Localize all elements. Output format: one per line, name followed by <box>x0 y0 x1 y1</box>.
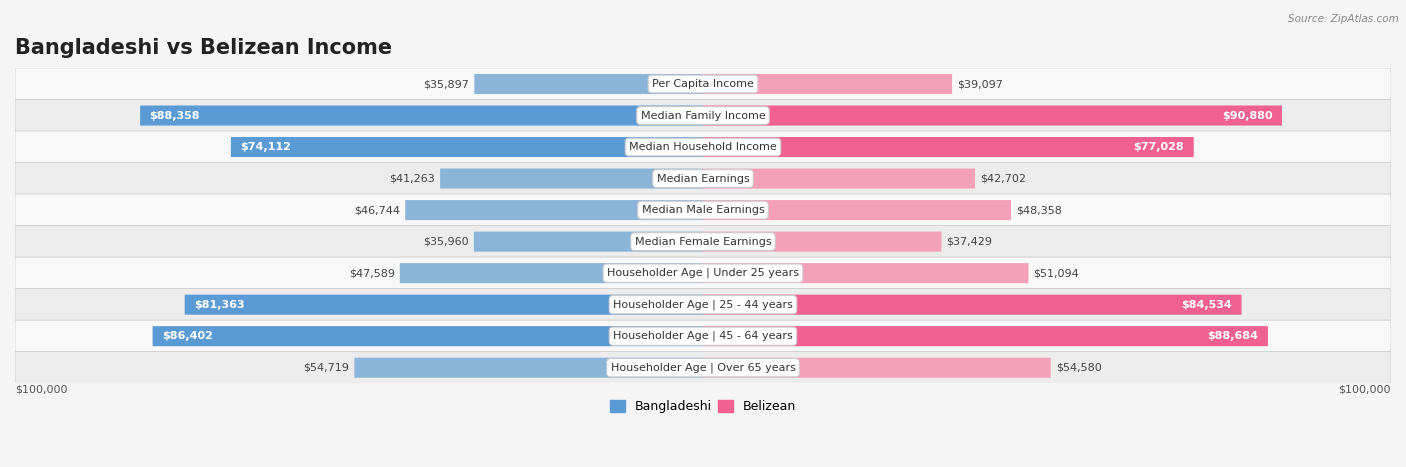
FancyBboxPatch shape <box>474 74 703 94</box>
Text: $77,028: $77,028 <box>1133 142 1184 152</box>
Text: $84,534: $84,534 <box>1181 300 1232 310</box>
FancyBboxPatch shape <box>15 257 1391 289</box>
Text: $48,358: $48,358 <box>1017 205 1062 215</box>
FancyBboxPatch shape <box>703 263 1028 283</box>
FancyBboxPatch shape <box>703 74 952 94</box>
FancyBboxPatch shape <box>703 169 974 189</box>
Text: Householder Age | Under 25 years: Householder Age | Under 25 years <box>607 268 799 278</box>
Text: $81,363: $81,363 <box>194 300 245 310</box>
FancyBboxPatch shape <box>703 358 1050 378</box>
Text: $51,094: $51,094 <box>1033 268 1080 278</box>
Text: $54,580: $54,580 <box>1056 363 1101 373</box>
Text: $90,880: $90,880 <box>1222 111 1272 120</box>
Text: $46,744: $46,744 <box>354 205 401 215</box>
Text: Per Capita Income: Per Capita Income <box>652 79 754 89</box>
FancyBboxPatch shape <box>440 169 703 189</box>
FancyBboxPatch shape <box>15 226 1391 258</box>
FancyBboxPatch shape <box>231 137 703 157</box>
Text: $35,960: $35,960 <box>423 237 468 247</box>
Text: $39,097: $39,097 <box>957 79 1002 89</box>
FancyBboxPatch shape <box>15 68 1391 100</box>
FancyBboxPatch shape <box>703 295 1241 315</box>
Text: $100,000: $100,000 <box>1339 384 1391 394</box>
Text: Median Family Income: Median Family Income <box>641 111 765 120</box>
FancyBboxPatch shape <box>354 358 703 378</box>
FancyBboxPatch shape <box>15 163 1391 195</box>
Legend: Bangladeshi, Belizean: Bangladeshi, Belizean <box>605 395 801 418</box>
FancyBboxPatch shape <box>15 320 1391 352</box>
Text: $88,358: $88,358 <box>149 111 200 120</box>
Text: $88,684: $88,684 <box>1208 331 1258 341</box>
FancyBboxPatch shape <box>405 200 703 220</box>
Text: Bangladeshi vs Belizean Income: Bangladeshi vs Belizean Income <box>15 38 392 58</box>
FancyBboxPatch shape <box>15 131 1391 163</box>
Text: $47,589: $47,589 <box>349 268 395 278</box>
FancyBboxPatch shape <box>703 232 942 252</box>
Text: $86,402: $86,402 <box>162 331 214 341</box>
Text: $35,897: $35,897 <box>423 79 470 89</box>
Text: $42,702: $42,702 <box>980 174 1026 184</box>
FancyBboxPatch shape <box>703 137 1194 157</box>
Text: $41,263: $41,263 <box>389 174 434 184</box>
FancyBboxPatch shape <box>15 352 1391 384</box>
FancyBboxPatch shape <box>703 200 1011 220</box>
Text: Source: ZipAtlas.com: Source: ZipAtlas.com <box>1288 14 1399 24</box>
Text: Householder Age | Over 65 years: Householder Age | Over 65 years <box>610 362 796 373</box>
Text: Median Male Earnings: Median Male Earnings <box>641 205 765 215</box>
FancyBboxPatch shape <box>153 326 703 346</box>
Text: $100,000: $100,000 <box>15 384 67 394</box>
Text: Median Female Earnings: Median Female Earnings <box>634 237 772 247</box>
FancyBboxPatch shape <box>703 106 1282 126</box>
FancyBboxPatch shape <box>184 295 703 315</box>
Text: Householder Age | 25 - 44 years: Householder Age | 25 - 44 years <box>613 299 793 310</box>
FancyBboxPatch shape <box>474 232 703 252</box>
FancyBboxPatch shape <box>15 99 1391 132</box>
Text: Householder Age | 45 - 64 years: Householder Age | 45 - 64 years <box>613 331 793 341</box>
Text: Median Earnings: Median Earnings <box>657 174 749 184</box>
FancyBboxPatch shape <box>15 194 1391 226</box>
Text: $74,112: $74,112 <box>240 142 291 152</box>
FancyBboxPatch shape <box>141 106 703 126</box>
Text: $54,719: $54,719 <box>304 363 349 373</box>
FancyBboxPatch shape <box>399 263 703 283</box>
FancyBboxPatch shape <box>703 326 1268 346</box>
FancyBboxPatch shape <box>15 289 1391 321</box>
Text: $37,429: $37,429 <box>946 237 993 247</box>
Text: Median Household Income: Median Household Income <box>628 142 778 152</box>
